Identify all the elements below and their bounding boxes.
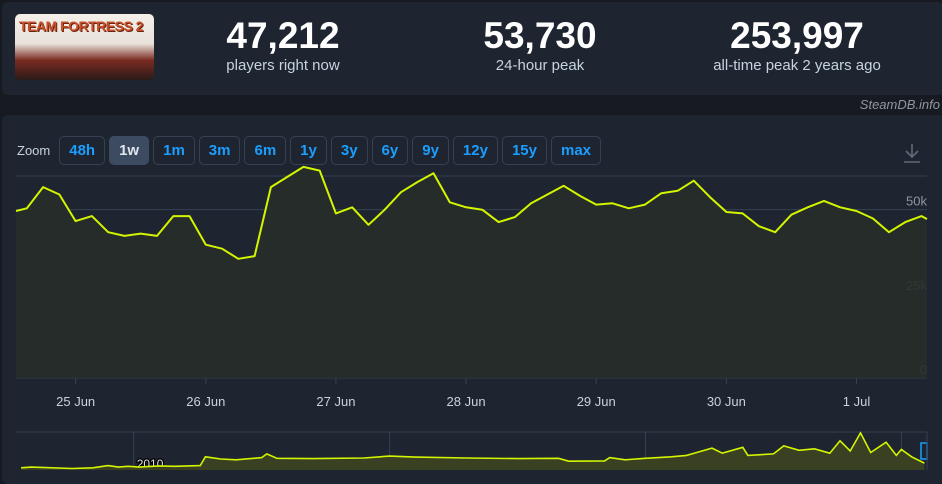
navigator-area: [21, 432, 925, 470]
x-tick-label: 30 Jun: [707, 394, 746, 409]
series-line: [15, 165, 928, 260]
zoom-button-3y[interactable]: 3y: [330, 136, 368, 165]
zoom-label: Zoom: [17, 143, 51, 158]
download-icon[interactable]: [901, 142, 923, 164]
zoom-button-9y[interactable]: 9y: [412, 136, 449, 165]
stat-label: 24-hour peak: [495, 57, 585, 74]
zoom-button-6y[interactable]: 6y: [371, 136, 409, 165]
series-area: [16, 166, 927, 378]
zoom-button-1m[interactable]: 1m: [153, 136, 195, 165]
stats-header: [2, 2, 942, 95]
game-logo[interactable]: TEAM FORTRESS 2: [15, 14, 154, 80]
stat-all-time-peak: 253,997 all-time peak 2 years ago: [697, 15, 897, 75]
stat-value: 53,730: [483, 15, 597, 56]
stat-24h-peak: 53,730 24-hour peak: [440, 15, 640, 75]
x-tick-label: 27 Jun: [316, 394, 355, 409]
zoom-button-6m[interactable]: 6m: [244, 136, 287, 165]
zoom-button-1y[interactable]: 1y: [290, 136, 327, 165]
stat-label: all-time peak 2 years ago: [713, 57, 881, 74]
x-tick-label: 29 Jun: [577, 394, 616, 409]
stat-label: players right now: [226, 57, 340, 74]
stat-value: 47,212: [226, 15, 340, 56]
zoom-button-3m[interactable]: 3m: [198, 136, 241, 165]
navigator-line: [21, 431, 925, 470]
zoom-button-12y[interactable]: 12y: [452, 136, 498, 165]
stat-current-players: 47,212 players right now: [183, 15, 383, 75]
zoom-button-15y[interactable]: 15y: [501, 136, 547, 165]
zoom-button-1w[interactable]: 1w: [109, 136, 150, 165]
zoom-button-max[interactable]: max: [550, 136, 602, 165]
x-tick-label: 1 Jul: [843, 394, 871, 409]
navigator-selection-handle[interactable]: [920, 442, 928, 460]
zoom-toolbar: Zoom 48h 1w 1m 3m 6m 1y 3y 6y 9y 12y 15y max: [17, 136, 602, 165]
steamdb-credit[interactable]: SteamDB.info: [859, 97, 940, 112]
zoom-button-48h[interactable]: 48h: [59, 136, 106, 165]
stat-value: 253,997: [730, 15, 864, 56]
x-tick-label: 28 Jun: [447, 394, 486, 409]
x-tick-label: 25 Jun: [56, 394, 95, 409]
y-tick-label: 50k: [906, 194, 927, 209]
x-tick-label: 26 Jun: [186, 394, 225, 409]
logo-text: TEAM FORTRESS 2: [19, 18, 143, 34]
